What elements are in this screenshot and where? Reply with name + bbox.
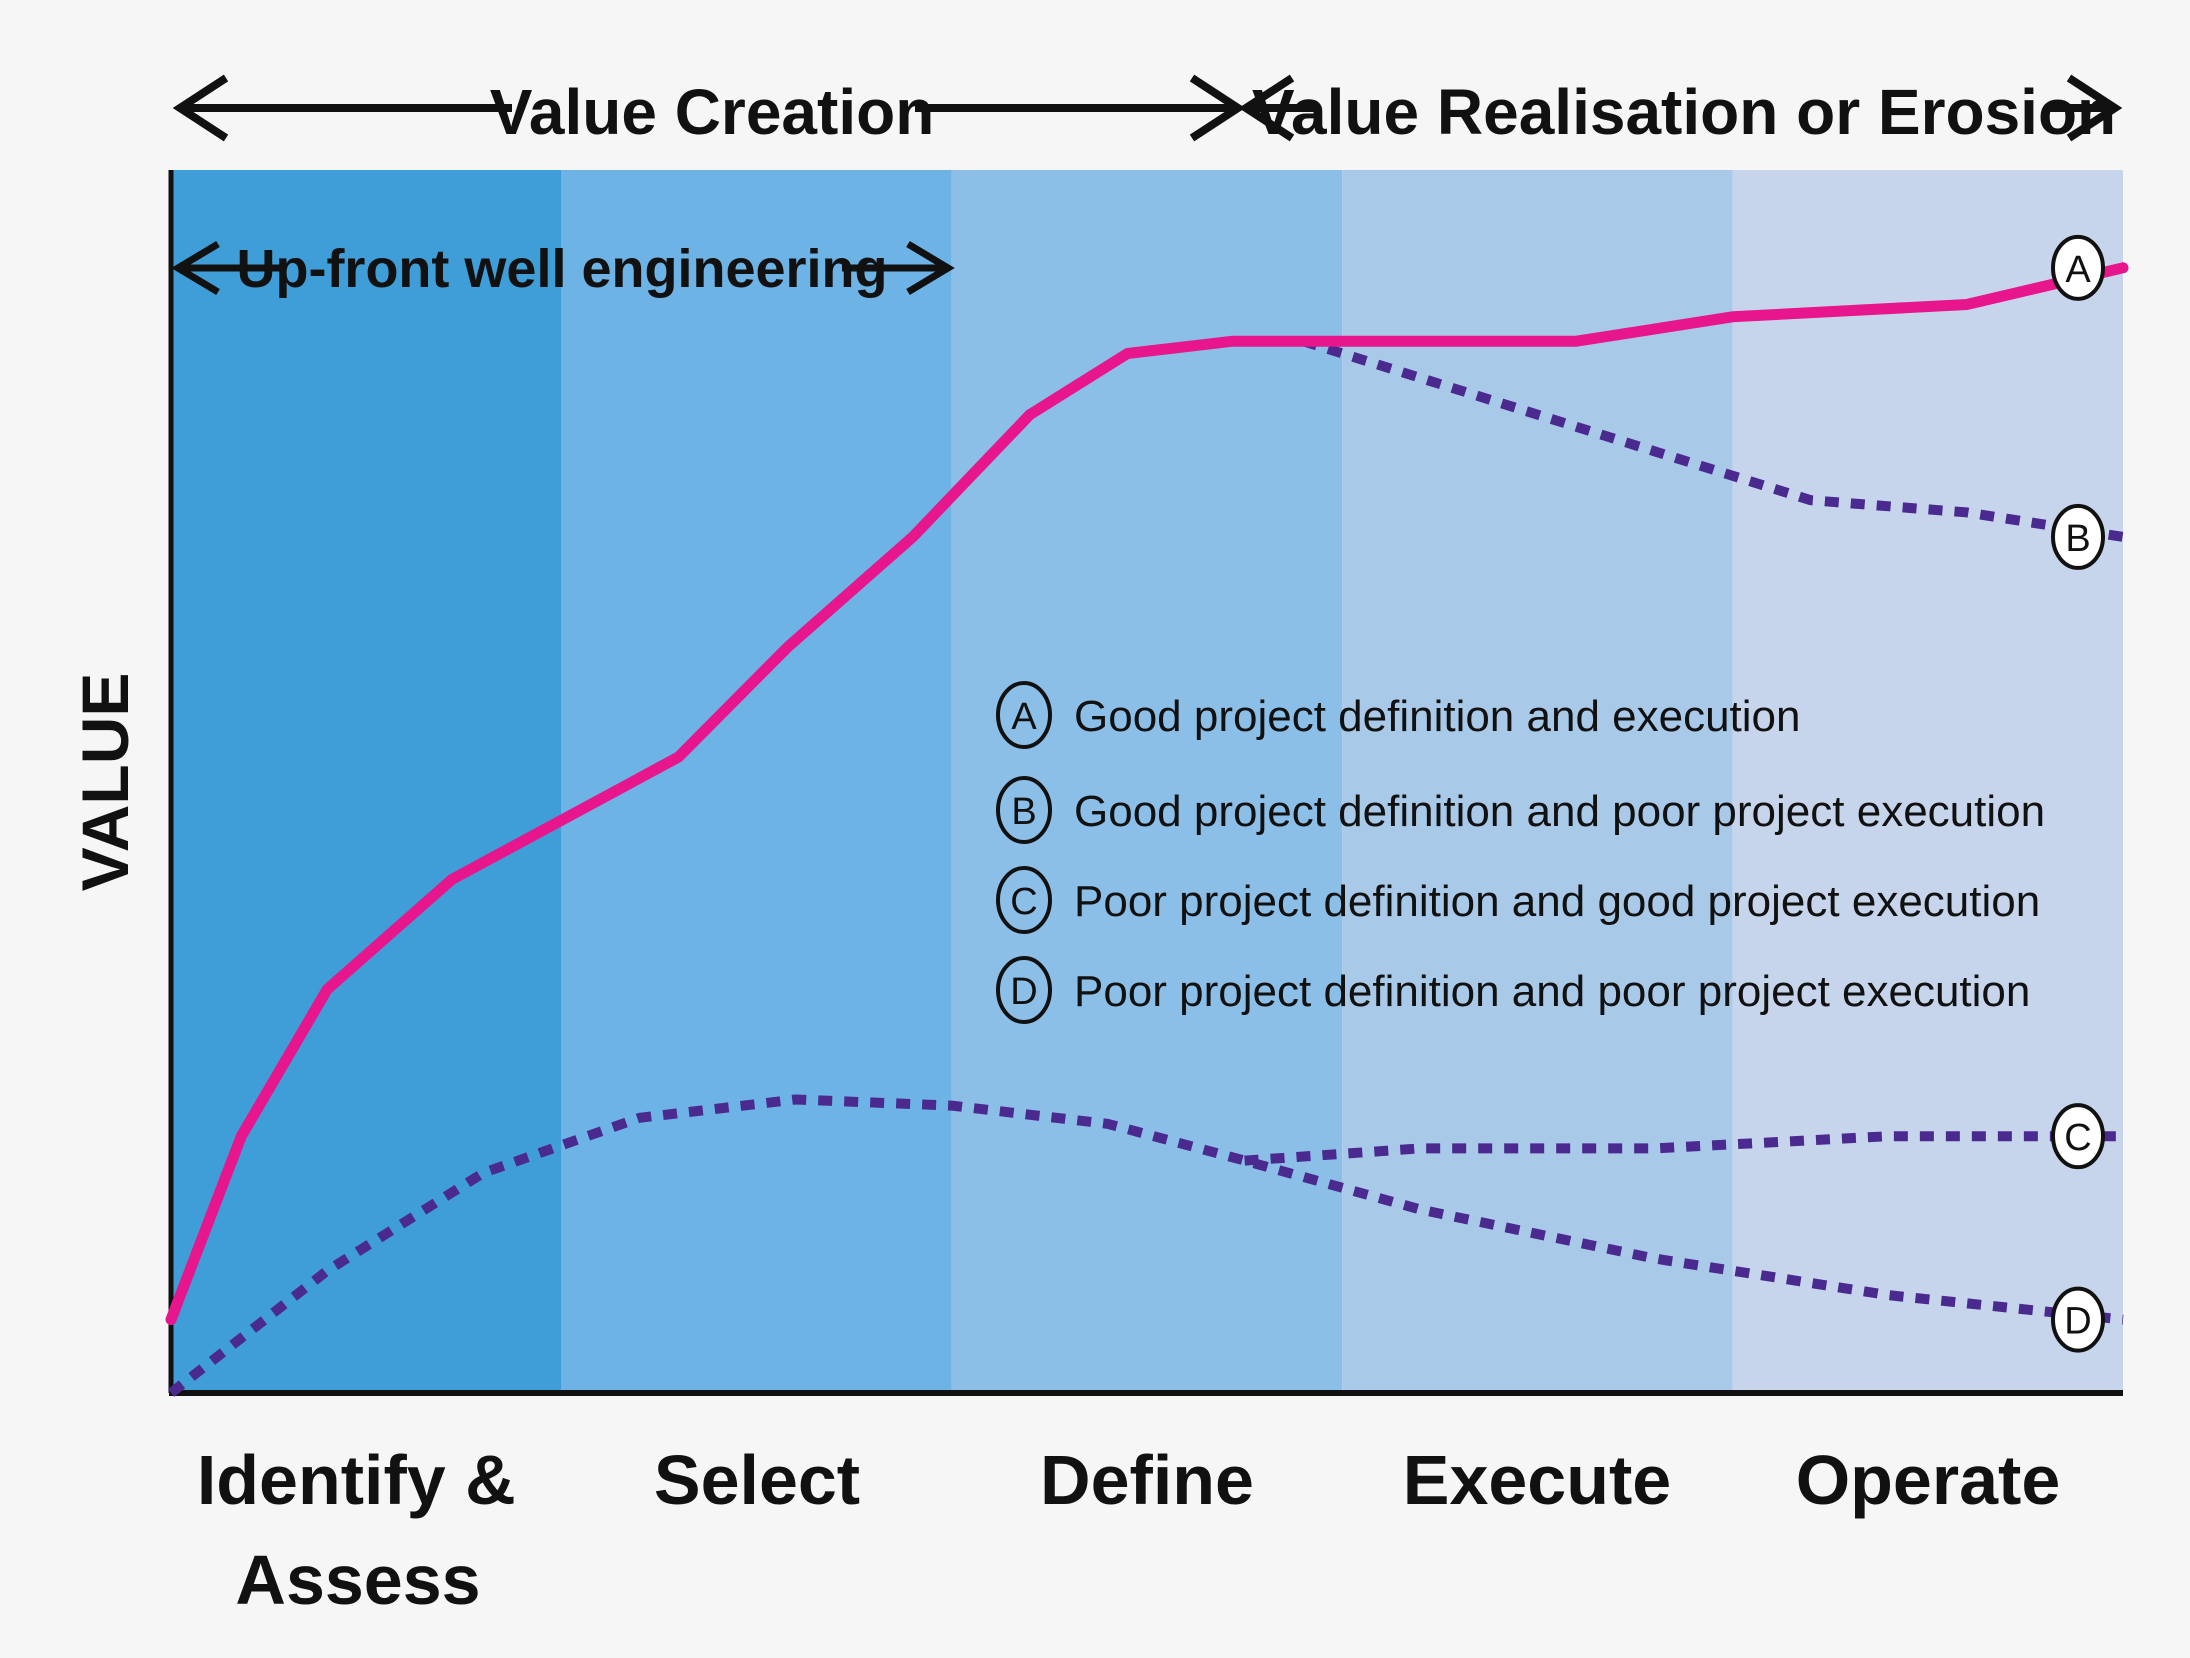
- series-line-a: [165, 262, 2129, 1326]
- end-marker-letter-d: D: [2064, 1301, 2091, 1343]
- end-markers: A B C D: [2051, 234, 2105, 1353]
- end-marker-letter-b: B: [2065, 518, 2090, 560]
- legend-text-c: Poor project definition and good project…: [1074, 877, 2040, 926]
- phase-label-define: Define: [1040, 1441, 1254, 1519]
- value-creation-label: Value Creation: [490, 76, 935, 148]
- series-line-d: [167, 1094, 2124, 1397]
- legend-item-a: A Good project definition and execution: [996, 681, 1801, 749]
- phase-band-2: [951, 170, 1343, 1393]
- end-marker-b: B: [2051, 503, 2105, 570]
- value-realisation-label: Value Realisation or Erosion: [1252, 76, 2116, 148]
- phase-band-1: [561, 170, 952, 1393]
- legend-key-d: D: [1010, 971, 1037, 1013]
- phase-label-select: Select: [654, 1441, 860, 1519]
- end-marker-a: A: [2051, 234, 2105, 301]
- end-marker-c: C: [2051, 1103, 2105, 1170]
- upfront-engineering-label: Up-front well engineering: [236, 239, 887, 299]
- phase-band-0: [171, 170, 562, 1393]
- value-creation-arrow: [172, 74, 1246, 142]
- phase-label-identify-line1: Identify &: [197, 1441, 516, 1519]
- value-realisation-arrow: [1238, 74, 2123, 142]
- phase-bands: [171, 170, 2123, 1393]
- legend-item-b: B Good project definition and poor projec…: [996, 776, 2045, 844]
- legend-text-a: Good project definition and execution: [1074, 692, 1801, 741]
- legend-text-b: Good project definition and poor project…: [1074, 787, 2045, 836]
- phase-label-execute: Execute: [1403, 1441, 1671, 1519]
- legend-key-c: C: [1010, 881, 1037, 923]
- y-axis-label: VALUE: [68, 673, 142, 892]
- end-marker-letter-c: C: [2064, 1117, 2091, 1159]
- phase-label-identify-line2: Assess: [235, 1541, 480, 1619]
- phase-labels: Identify & Assess Select Define Execute …: [197, 1441, 2060, 1619]
- phase-label-identify: Identify & Assess: [197, 1441, 535, 1619]
- series-group: [165, 262, 2129, 1397]
- phase-band-4: [1732, 170, 2123, 1393]
- phase-label-operate: Operate: [1796, 1441, 2061, 1519]
- end-marker-d: D: [2051, 1286, 2105, 1353]
- legend-item-c: C Poor project definition and good projec…: [996, 866, 2040, 934]
- upfront-engineering-arrow: [171, 240, 955, 296]
- legend-text-d: Poor project definition and poor project…: [1074, 967, 2030, 1016]
- legend-item-d: D Poor project definition and poor projec…: [996, 956, 2030, 1024]
- series-line-b: [1301, 336, 2124, 542]
- phase-band-3: [1342, 170, 1733, 1393]
- legend-key-b: B: [1011, 791, 1036, 833]
- legend: A Good project definition and execution B G…: [996, 681, 2045, 1024]
- series-line-c: [1244, 1131, 2123, 1166]
- end-marker-letter-a: A: [2065, 249, 2091, 291]
- legend-key-a: A: [1011, 696, 1037, 738]
